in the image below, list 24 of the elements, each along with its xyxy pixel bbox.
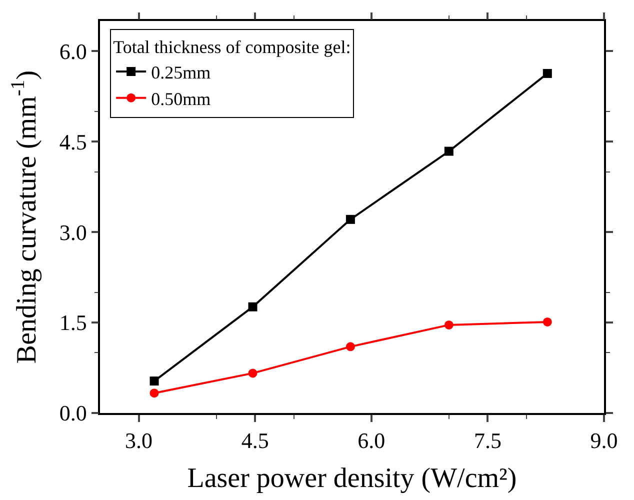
point (248, 368, 258, 378)
point (346, 214, 355, 224)
x-tick-label: 6.0 (358, 428, 386, 454)
point (346, 342, 355, 352)
y-tick-label: 6.0 (59, 38, 87, 64)
x-tick-label: 9.0 (590, 428, 618, 454)
point (444, 146, 454, 156)
legend-label: 0.25mm (151, 62, 211, 82)
legend-label: 0.50mm (151, 88, 211, 109)
y-tick-label: 4.5 (59, 129, 87, 154)
y-tick-label: 0.0 (59, 400, 87, 426)
legend-title: Total thickness of composite gel: (113, 37, 351, 58)
y-tick-label: 1.5 (59, 310, 87, 336)
point (542, 317, 552, 326)
point (150, 388, 159, 398)
y-tick-label: 3.0 (59, 220, 87, 245)
point (248, 302, 258, 312)
x-tick-label: 4.5 (241, 428, 269, 454)
x-tick-label: 3.0 (125, 428, 153, 454)
point (150, 376, 159, 386)
x-tick-label: 7.5 (474, 428, 502, 454)
point (542, 68, 552, 78)
x-axis-title: Laser power density (W/cm²) (187, 462, 517, 494)
point (444, 320, 454, 330)
